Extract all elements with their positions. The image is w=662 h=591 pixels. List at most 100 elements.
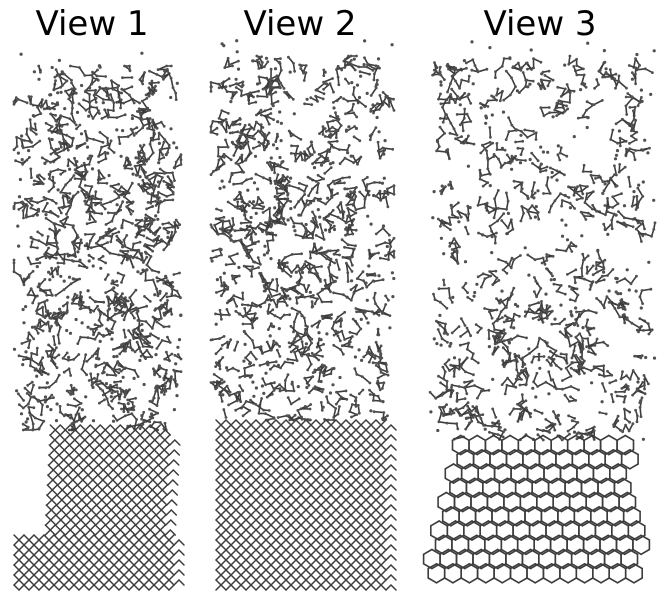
lattice-bond	[28, 534, 35, 541]
atom	[87, 254, 91, 257]
lattice-bond	[83, 534, 90, 541]
atom	[83, 74, 87, 77]
atom	[155, 320, 159, 324]
lattice-bond	[69, 524, 77, 531]
atom	[120, 91, 124, 95]
atom	[39, 112, 43, 115]
lattice-bond	[93, 569, 100, 576]
lattice-bond	[119, 434, 126, 441]
bond	[256, 95, 268, 98]
atom	[212, 373, 216, 376]
atom	[332, 291, 335, 295]
atom	[140, 51, 144, 55]
atom	[121, 292, 124, 296]
bond	[152, 174, 157, 186]
atom	[261, 61, 264, 64]
lattice-bond	[13, 559, 20, 566]
atom	[263, 109, 267, 113]
lattice-bond	[133, 574, 140, 581]
atom	[297, 283, 301, 287]
atom	[41, 182, 45, 186]
atom	[243, 307, 247, 310]
lattice-bond	[75, 519, 82, 526]
lattice-bond	[23, 554, 30, 561]
atom	[323, 278, 327, 282]
atom	[317, 152, 321, 156]
atom	[41, 356, 45, 360]
lattice-bond	[79, 429, 87, 436]
lattice-bond	[33, 584, 40, 591]
atom	[67, 275, 72, 279]
atom	[95, 106, 99, 110]
atom	[115, 383, 119, 387]
atom	[34, 367, 38, 371]
lattice-bond	[83, 554, 90, 561]
atom	[62, 261, 66, 265]
atom	[95, 383, 98, 386]
atom	[30, 176, 33, 180]
lattice-bond	[57, 469, 65, 476]
atom	[54, 267, 58, 270]
atom	[133, 164, 137, 168]
lattice-bond	[58, 569, 65, 576]
lattice-bond	[63, 444, 71, 451]
atom	[286, 396, 290, 399]
bond	[108, 299, 118, 306]
atom	[339, 325, 343, 328]
lattice-bond	[107, 469, 115, 476]
lattice-bond	[168, 534, 175, 541]
atom	[318, 223, 322, 226]
atom	[143, 295, 146, 298]
bond	[78, 103, 87, 111]
lattice-bond	[160, 504, 168, 511]
lattice-bond	[137, 474, 144, 481]
atom	[126, 402, 130, 406]
lattice-bond	[63, 559, 70, 566]
atom	[61, 206, 65, 210]
lattice-bond	[143, 569, 150, 576]
atom	[157, 270, 161, 274]
atom	[163, 384, 167, 388]
atom	[356, 403, 360, 407]
lattice-bond	[67, 474, 74, 481]
atom	[241, 291, 245, 295]
atom	[179, 357, 183, 361]
bond	[55, 253, 66, 256]
atom	[268, 303, 271, 306]
atom	[249, 238, 253, 241]
atom	[324, 202, 327, 206]
lattice-bond	[123, 449, 131, 456]
atom	[80, 408, 84, 412]
atom	[148, 108, 152, 112]
atom	[214, 352, 218, 356]
lattice-bond	[58, 574, 65, 581]
atom	[115, 116, 119, 119]
atom	[221, 226, 225, 230]
atom	[309, 256, 312, 260]
atom	[316, 292, 320, 296]
bond	[151, 318, 156, 330]
atom	[231, 366, 235, 370]
atom	[227, 126, 231, 130]
lattice-bond	[65, 514, 72, 521]
atom	[217, 117, 221, 120]
view-2-title: View 2	[243, 4, 357, 44]
atom	[113, 390, 117, 393]
atom	[104, 86, 108, 90]
atom	[77, 418, 81, 422]
atom	[324, 130, 328, 133]
atom	[349, 54, 353, 58]
bond	[102, 331, 114, 338]
atom	[91, 354, 94, 358]
atom	[142, 124, 145, 127]
atom	[153, 132, 157, 136]
atom	[89, 203, 92, 207]
atom	[255, 305, 258, 308]
bond	[109, 252, 120, 256]
atom	[99, 266, 103, 270]
lattice-bond	[48, 559, 55, 566]
atom	[134, 156, 138, 160]
lattice-bond	[168, 459, 175, 466]
lattice-bond	[121, 494, 128, 501]
lattice-bond	[154, 439, 161, 446]
